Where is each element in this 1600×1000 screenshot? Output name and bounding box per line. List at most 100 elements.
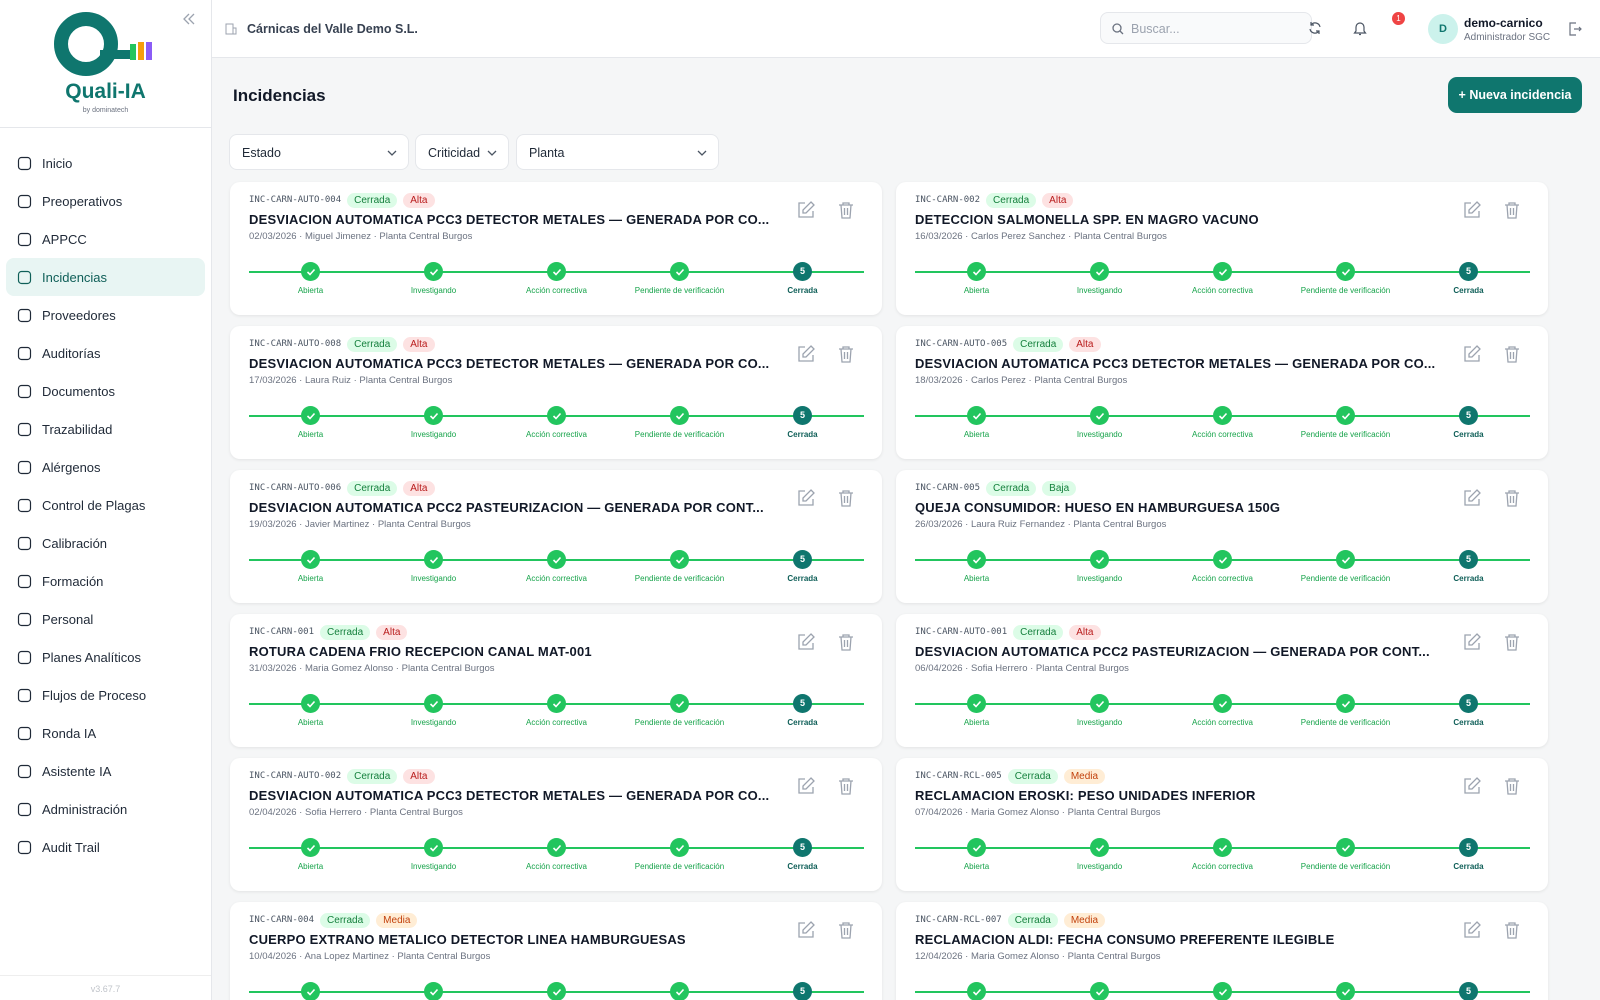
nav-icon xyxy=(17,194,32,208)
step-dot xyxy=(1336,838,1355,857)
incident-card[interactable]: INC-CARN-AUTO-002 Cerrada Alta DESVIACION A… xyxy=(230,758,882,891)
nav-item[interactable]: Auditorías xyxy=(6,334,205,372)
step-label: Investigando xyxy=(410,430,457,439)
check-icon xyxy=(972,268,981,276)
nav-item[interactable]: Proveedores xyxy=(6,296,205,334)
refresh-button[interactable] xyxy=(1308,21,1322,35)
incident-card[interactable]: INC-CARN-002 Cerrada Alta DETECCION SALMONE… xyxy=(896,182,1548,315)
incident-card[interactable]: INC-CARN-AUTO-008 Cerrada Alta DESVIACION A… xyxy=(230,326,882,459)
incident-card[interactable]: INC-CARN-RCL-005 Cerrada Media RECLAMACION … xyxy=(896,758,1548,891)
step-dot xyxy=(1213,550,1232,569)
delete-button[interactable] xyxy=(1503,633,1521,651)
incident-meta: 31/03/2026 · Maria Gomez Alonso · Planta… xyxy=(249,663,495,674)
check-icon xyxy=(552,412,561,420)
edit-button[interactable] xyxy=(1463,633,1481,651)
delete-button[interactable] xyxy=(837,921,855,939)
edit-button[interactable] xyxy=(1463,777,1481,795)
logo: Quali-IA by dominatech xyxy=(0,0,211,128)
nav-item[interactable]: Preoperativos xyxy=(6,182,205,220)
nav-item[interactable]: Asistente IA xyxy=(6,752,205,790)
logout-button[interactable] xyxy=(1568,22,1582,36)
delete-button[interactable] xyxy=(1503,345,1521,363)
edit-button[interactable] xyxy=(1463,921,1481,939)
incident-meta: 06/04/2026 · Sofia Herrero · Planta Cent… xyxy=(915,663,1129,674)
nav-item[interactable]: Inicio xyxy=(6,144,205,182)
step-dot xyxy=(424,694,443,713)
step-dot: 5 xyxy=(1459,550,1478,569)
step-dot xyxy=(301,694,320,713)
step-label: Investigando xyxy=(1076,574,1123,583)
step-label: Cerrada xyxy=(787,574,818,583)
step-label: Acción correctiva xyxy=(526,286,587,295)
step-label: Acción correctiva xyxy=(526,430,587,439)
nav-label: Documentos xyxy=(42,383,115,399)
incident-card[interactable]: INC-CARN-005 Cerrada Baja QUEJA CONSUMIDOR:… xyxy=(896,470,1548,603)
delete-button[interactable] xyxy=(1503,921,1521,939)
delete-button[interactable] xyxy=(837,489,855,507)
avatar[interactable]: D xyxy=(1428,14,1458,44)
criticality-pill: Baja xyxy=(1042,481,1077,496)
nav-item[interactable]: Personal xyxy=(6,600,205,638)
edit-button[interactable] xyxy=(1463,489,1481,507)
step-dot xyxy=(670,406,689,425)
user-name: demo-carnico xyxy=(1464,16,1543,30)
edit-button[interactable] xyxy=(797,777,815,795)
step-dot xyxy=(1090,694,1109,713)
collapse-button[interactable] xyxy=(182,12,196,26)
search-icon xyxy=(1112,23,1124,35)
nav-item[interactable]: Control de Plagas xyxy=(6,486,205,524)
nav-item[interactable]: Incidencias xyxy=(6,258,205,296)
nav-item[interactable]: Audit Trail xyxy=(6,828,205,866)
notifications-button[interactable] xyxy=(1353,21,1367,36)
nav-item[interactable]: Calibración xyxy=(6,524,205,562)
nav-item[interactable]: Flujos de Proceso xyxy=(6,676,205,714)
delete-button[interactable] xyxy=(1503,777,1521,795)
nav-item[interactable]: Formación xyxy=(6,562,205,600)
nav-label: Alérgenos xyxy=(42,459,101,475)
criticality-pill: Alta xyxy=(403,337,435,352)
nav-item[interactable]: Alérgenos xyxy=(6,448,205,486)
incident-card[interactable]: INC-CARN-AUTO-006 Cerrada Alta DESVIACION A… xyxy=(230,470,882,603)
incident-card[interactable]: INC-CARN-RCL-007 Cerrada Media RECLAMACION … xyxy=(896,902,1548,1000)
filter[interactable]: Estado xyxy=(229,134,409,170)
search[interactable]: Buscar... xyxy=(1100,12,1312,44)
delete-button[interactable] xyxy=(837,345,855,363)
incident-meta: 19/03/2026 · Javier Martinez · Planta Ce… xyxy=(249,519,471,530)
incident-card[interactable]: INC-CARN-004 Cerrada Media CUERPO EXTRANO M… xyxy=(230,902,882,1000)
incident-title: DETECCION SALMONELLA SPP. EN MAGRO VACUN… xyxy=(915,212,1259,227)
nav-item[interactable]: Administración xyxy=(6,790,205,828)
delete-button[interactable] xyxy=(837,777,855,795)
edit-button[interactable] xyxy=(1463,345,1481,363)
check-icon xyxy=(675,412,684,420)
step-label: Investigando xyxy=(410,862,457,871)
step-label: Abierta xyxy=(297,286,324,295)
status-pill: Cerrada xyxy=(347,337,398,352)
incident-card[interactable]: INC-CARN-001 Cerrada Alta ROTURA CADENA FRI… xyxy=(230,614,882,747)
nav-item[interactable]: Planes Analíticos xyxy=(6,638,205,676)
nav-item[interactable]: APPCC xyxy=(6,220,205,258)
nav-item[interactable]: Trazabilidad xyxy=(6,410,205,448)
step-label: Cerrada xyxy=(1453,718,1484,727)
status-pill: Cerrada xyxy=(347,481,398,496)
incident-card[interactable]: INC-CARN-AUTO-004 Cerrada Alta DESVIACION A… xyxy=(230,182,882,315)
edit-button[interactable] xyxy=(797,633,815,651)
delete-button[interactable] xyxy=(1503,489,1521,507)
check-icon xyxy=(1095,268,1104,276)
edit-button[interactable] xyxy=(797,201,815,219)
delete-button[interactable] xyxy=(837,201,855,219)
edit-button[interactable] xyxy=(797,345,815,363)
criticality-pill: Alta xyxy=(403,193,435,208)
incident-card[interactable]: INC-CARN-AUTO-005 Cerrada Alta DESVIACION A… xyxy=(896,326,1548,459)
delete-button[interactable] xyxy=(837,633,855,651)
edit-button[interactable] xyxy=(797,921,815,939)
edit-button[interactable] xyxy=(797,489,815,507)
edit-button[interactable] xyxy=(1463,201,1481,219)
step-dot xyxy=(424,550,443,569)
delete-button[interactable] xyxy=(1503,201,1521,219)
nav-item[interactable]: Documentos xyxy=(6,372,205,410)
nav-item[interactable]: Ronda IA xyxy=(6,714,205,752)
filter[interactable]: Planta xyxy=(516,134,719,170)
new-incident-button[interactable]: + Nueva incidencia xyxy=(1448,77,1582,113)
filter[interactable]: Criticidad xyxy=(415,134,509,170)
incident-card[interactable]: INC-CARN-AUTO-001 Cerrada Alta DESVIACION A… xyxy=(896,614,1548,747)
